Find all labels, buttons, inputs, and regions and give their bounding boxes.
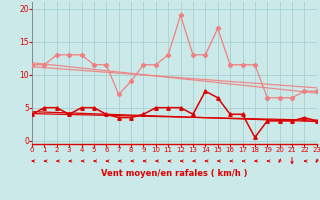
X-axis label: Vent moyen/en rafales ( km/h ): Vent moyen/en rafales ( km/h ) [101, 169, 248, 178]
